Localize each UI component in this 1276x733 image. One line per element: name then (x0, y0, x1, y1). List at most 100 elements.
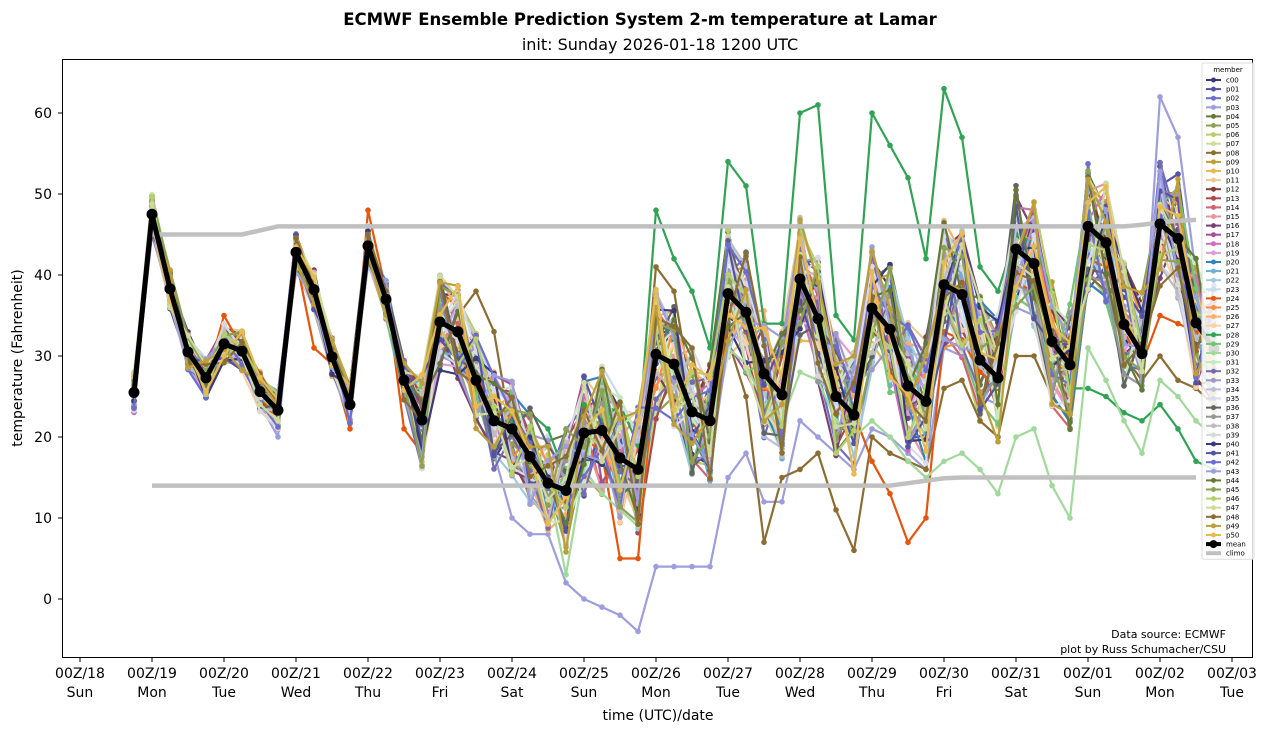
mean-point (992, 372, 1004, 384)
member-point-p50 (1103, 183, 1109, 190)
member-point-p03 (527, 531, 533, 537)
legend-item-p04: p04 (1206, 113, 1240, 121)
legend-label: p25 (1226, 304, 1239, 312)
member-point-p28 (1085, 385, 1091, 392)
legend-marker (1211, 487, 1216, 492)
member-point-p49 (545, 443, 551, 450)
x-tick-label-time: 00Z/23 (415, 666, 465, 682)
member-point-p45 (1049, 363, 1055, 369)
member-point-p24 (905, 539, 911, 546)
legend-marker (1211, 132, 1216, 138)
mean-point (920, 395, 932, 407)
member-point-p50 (1013, 284, 1019, 291)
member-point-p44 (437, 360, 443, 367)
member-point-p47 (275, 418, 281, 424)
member-point-p32 (689, 379, 695, 385)
legend-label: p23 (1226, 286, 1239, 294)
member-point-p48 (707, 475, 713, 482)
member-point-p50 (473, 403, 479, 410)
member-point-p42 (833, 343, 839, 350)
member-point-p41 (1031, 315, 1037, 322)
member-point-p08 (797, 466, 803, 473)
member-point-p49 (1121, 283, 1127, 290)
mean-point (956, 288, 968, 300)
mean-point (1172, 233, 1184, 245)
legend-marker (1211, 459, 1216, 465)
member-point-p24 (401, 426, 407, 432)
legend-item-p37: p37 (1206, 413, 1239, 421)
legend-item-p22: p22 (1206, 277, 1239, 285)
x-tick-label-day: Sun (67, 685, 94, 701)
member-point-p39 (743, 280, 749, 287)
member-point-p44 (671, 316, 677, 323)
member-point-p38 (419, 391, 425, 397)
legend-marker (1211, 168, 1216, 174)
member-point-p03 (275, 434, 281, 440)
member-point-p50 (599, 406, 605, 413)
member-point-p47 (617, 424, 623, 431)
member-point-p50 (1157, 204, 1163, 210)
member-point-p40 (671, 307, 677, 314)
member-point-p46 (527, 423, 533, 430)
member-point-p28 (581, 401, 587, 408)
member-point-p45 (1013, 303, 1019, 310)
legend-label: p10 (1226, 168, 1239, 176)
legend-marker (1211, 195, 1216, 201)
member-point-p49 (419, 380, 425, 387)
member-point-p28 (1193, 458, 1199, 465)
member-point-p33 (617, 514, 623, 521)
member-point-p45 (797, 320, 803, 327)
mean-point (1100, 237, 1112, 249)
member-point-p03 (869, 426, 875, 432)
legend-marker (1211, 286, 1216, 292)
x-tick-label-time: 00Z/21 (271, 666, 321, 682)
legend-item-p14: p14 (1206, 204, 1240, 212)
member-point-p48 (761, 343, 767, 349)
legend-marker (1211, 295, 1216, 301)
legend-label: climo (1226, 550, 1245, 558)
member-point-p31 (617, 394, 623, 401)
legend-item-p26: p26 (1206, 313, 1240, 321)
member-point-p30 (995, 490, 1001, 497)
member-point-p46 (221, 332, 227, 338)
member-point-p03 (617, 612, 623, 618)
legend-label: p01 (1226, 86, 1239, 94)
member-point-p03 (581, 596, 587, 602)
member-point-p08 (761, 539, 767, 546)
mean-point (146, 208, 158, 220)
legend-label: p26 (1226, 313, 1240, 321)
member-point-p28 (689, 288, 695, 295)
member-point-p48 (455, 368, 461, 375)
member-point-p46 (149, 193, 155, 200)
member-series-p49 (131, 176, 1217, 555)
legend-label: p29 (1226, 340, 1239, 348)
member-point-p03 (779, 499, 785, 505)
x-tick-label-day: Fri (432, 685, 449, 701)
member-point-p08 (779, 474, 785, 481)
member-point-p24 (347, 426, 353, 432)
member-point-p28 (743, 183, 749, 189)
member-point-p28 (797, 110, 803, 116)
member-point-p29 (887, 389, 893, 396)
member-point-p50 (833, 375, 839, 381)
member-point-p08 (833, 507, 839, 513)
legend-item-p05: p05 (1206, 122, 1239, 130)
mean-point (1082, 220, 1094, 232)
member-point-p03 (671, 563, 677, 570)
legend-label: p46 (1226, 495, 1240, 503)
chart-subtitle: init: Sunday 2026-01-18 1200 UTC (522, 35, 798, 54)
legend-item-p33: p33 (1206, 377, 1239, 385)
member-point-p49 (797, 217, 803, 223)
member-point-p08 (869, 434, 875, 440)
member-point-p36 (1121, 382, 1127, 389)
member-point-p47 (599, 458, 605, 465)
legend-item-p49: p49 (1206, 522, 1239, 530)
member-point-p42 (275, 424, 281, 430)
member-point-p48 (689, 345, 695, 351)
member-point-p30 (599, 490, 605, 497)
member-point-p43 (1193, 293, 1199, 300)
legend-marker (1211, 341, 1216, 347)
member-point-p46 (959, 342, 965, 349)
member-point-p49 (1157, 266, 1163, 272)
mean-point (416, 414, 428, 426)
